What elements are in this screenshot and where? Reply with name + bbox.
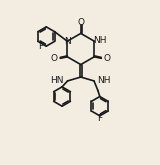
- Text: O: O: [104, 54, 111, 63]
- Text: NH: NH: [97, 76, 111, 85]
- Text: HN: HN: [51, 76, 64, 85]
- Text: O: O: [51, 54, 58, 63]
- Text: F: F: [97, 114, 102, 123]
- Text: N: N: [64, 37, 71, 46]
- Text: NH: NH: [93, 36, 106, 45]
- Text: O: O: [77, 18, 84, 27]
- Text: F: F: [38, 42, 43, 51]
